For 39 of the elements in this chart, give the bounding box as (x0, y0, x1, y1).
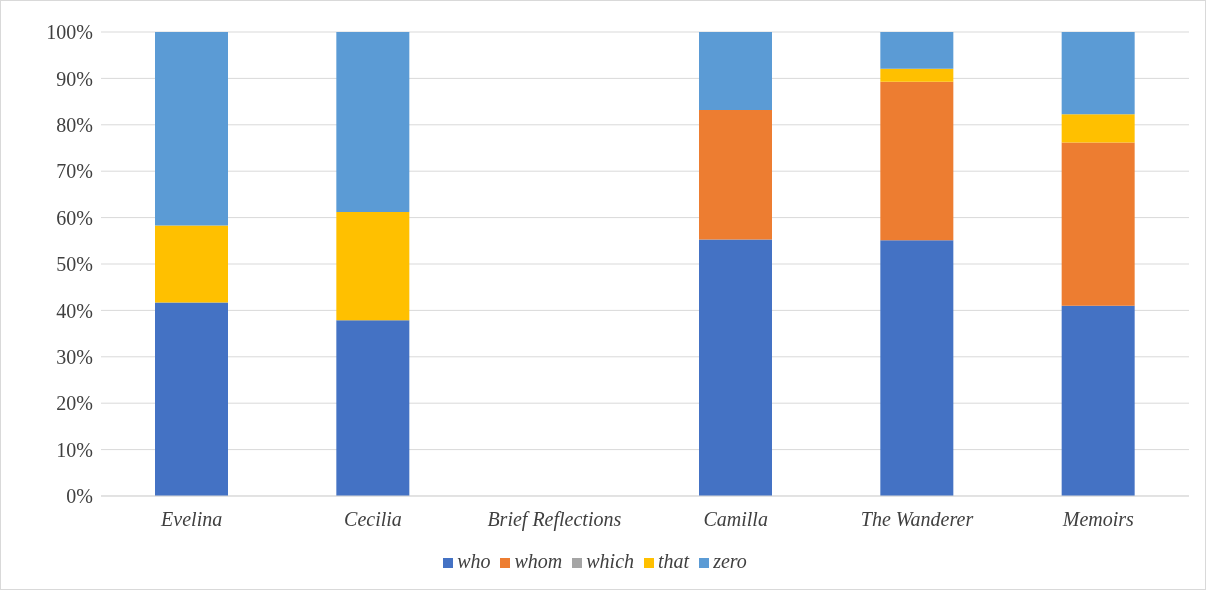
y-tick-label: 50% (56, 253, 93, 276)
x-tick-label: Evelina (160, 508, 223, 531)
bar (155, 302, 228, 496)
bar (336, 320, 410, 496)
y-tick-label: 100% (46, 21, 93, 44)
bar (699, 109, 772, 240)
x-tick-label: The Wanderer (860, 508, 974, 531)
legend-label: which (586, 550, 635, 572)
bar (880, 81, 954, 241)
bar (880, 240, 954, 496)
bar (880, 32, 954, 69)
x-tick-label: Brief Reflections (487, 508, 622, 532)
y-tick-label: 30% (56, 345, 93, 368)
x-tick-label: Camilla (703, 508, 768, 531)
bar (336, 32, 410, 213)
y-tick-label: 80% (56, 113, 93, 136)
bar (336, 212, 410, 321)
y-tick-label: 10% (56, 438, 93, 461)
bar (1061, 142, 1135, 306)
y-tick-label: 40% (56, 299, 93, 322)
bar (1061, 305, 1135, 496)
y-tick-label: 70% (56, 160, 93, 183)
bar (699, 32, 772, 110)
bar (1061, 114, 1135, 143)
legend-label: who (457, 550, 491, 572)
bar (699, 239, 772, 496)
legend-label: whom (514, 550, 563, 572)
legend-label: zero (713, 550, 747, 572)
x-tick-label: Cecilia (344, 508, 402, 531)
y-tick-label: 60% (56, 206, 93, 229)
bar (1061, 32, 1135, 115)
bar (155, 32, 228, 226)
x-tick-label: Memoirs (1061, 508, 1135, 531)
legend-label: that (658, 550, 690, 572)
bar (155, 225, 228, 303)
y-tick-label: 90% (56, 67, 93, 90)
y-tick-label: 0% (66, 485, 93, 508)
y-tick-label: 20% (56, 392, 93, 415)
bar (880, 68, 954, 82)
